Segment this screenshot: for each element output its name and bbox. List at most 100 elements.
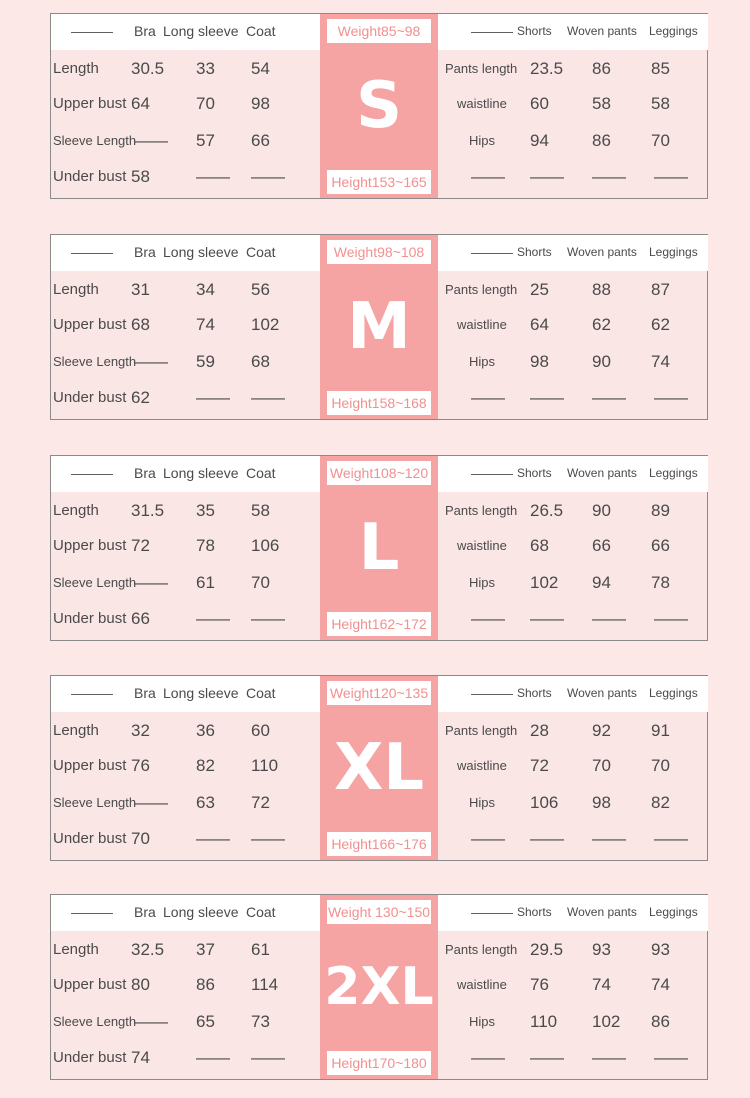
cell-pants-length-1: 86: [592, 59, 611, 78]
cell-hips-1: 94: [592, 573, 611, 592]
cell-last-row-3: ——: [654, 609, 688, 628]
height-range: Height162~172: [327, 612, 431, 636]
cell-length-0: 32: [131, 721, 150, 740]
row-label-length: Length: [53, 941, 99, 958]
cell-hips-2: 78: [651, 573, 670, 592]
cell-hips-1: 90: [592, 352, 611, 371]
cell-waistline-1: 66: [592, 536, 611, 555]
cell-last-row-2: ——: [592, 167, 626, 186]
cell-sleeve-length-1: 63: [196, 793, 215, 812]
row-label-length: Length: [53, 60, 99, 77]
weight-range: Weight120~135: [327, 681, 431, 705]
cell-sleeve-length-2: 66: [251, 131, 270, 150]
cell-sleeve-length-1: 59: [196, 352, 215, 371]
cell-under-bust-0: 66: [131, 609, 150, 628]
cell-last-row-3: ——: [654, 167, 688, 186]
header-long-sleeve: Long sleeve: [163, 23, 239, 39]
weight-range: Weight 130~150: [327, 900, 431, 924]
row-label-under-bust: Under bust: [53, 1049, 127, 1066]
row-label-length: Length: [53, 281, 99, 298]
cell-pants-length-1: 92: [592, 721, 611, 740]
header-bra: Bra: [134, 465, 156, 481]
cell-waistline-0: 72: [530, 756, 549, 775]
header-bra: Bra: [134, 685, 156, 701]
cell-sleeve-length-2: 70: [251, 573, 270, 592]
cell-hips-2: 86: [651, 1012, 670, 1031]
header-leggings: Leggings: [649, 245, 698, 259]
size-center-column: Weight98~108 M Height158~168: [320, 235, 438, 419]
cell-pants-length-1: 88: [592, 280, 611, 299]
cell-under-bust-2: ——: [251, 388, 285, 407]
header-shorts: Shorts: [517, 905, 552, 919]
cell-upper-bust-0: 64: [131, 94, 150, 113]
cell-sleeve-length-2: 68: [251, 352, 270, 371]
cell-upper-bust-1: 78: [196, 536, 215, 555]
weight-range: Weight108~120: [327, 461, 431, 485]
cell-last-row-3: ——: [654, 388, 688, 407]
header-left-blank: ———: [71, 685, 113, 701]
header-coat: Coat: [246, 244, 276, 260]
cell-last-row-2: ——: [592, 829, 626, 848]
cell-pants-length-2: 93: [651, 940, 670, 959]
right-header-bar: [438, 14, 708, 50]
cell-last-row-1: ——: [530, 1048, 564, 1067]
size-card-m: ——— Bra Long sleeve Coat ——— Shorts Woven pant…: [50, 234, 708, 420]
cell-waistline-1: 62: [592, 315, 611, 334]
cell-under-bust-1: ——: [196, 1048, 230, 1067]
cell-pants-length-2: 87: [651, 280, 670, 299]
header-coat: Coat: [246, 23, 276, 39]
header-shorts: Shorts: [517, 686, 552, 700]
height-range: Height166~176: [327, 832, 431, 856]
cell-under-bust-2: ——: [251, 1048, 285, 1067]
row-label-hips: Hips: [469, 354, 496, 369]
cell-sleeve-length-0: ——: [134, 573, 168, 592]
header-left-blank: ———: [71, 23, 113, 39]
cell-under-bust-1: ——: [196, 829, 230, 848]
cell-length-1: 34: [196, 280, 215, 299]
cell-waistline-0: 60: [530, 94, 549, 113]
cell-hips-2: 70: [651, 131, 670, 150]
cell-length-1: 36: [196, 721, 215, 740]
cell-hips-2: 82: [651, 793, 670, 812]
cell-length-2: 61: [251, 940, 270, 959]
cell-under-bust-0: 70: [131, 829, 150, 848]
cell-last-row-0: ——: [471, 829, 505, 848]
header-woven-pants: Woven pants: [567, 24, 637, 38]
cell-last-row-1: ——: [530, 167, 564, 186]
row-label-sleeve-length: Sleeve Length: [53, 575, 137, 590]
cell-length-2: 54: [251, 59, 270, 78]
cell-waistline-2: 66: [651, 536, 670, 555]
cell-under-bust-0: 62: [131, 388, 150, 407]
cell-sleeve-length-0: ——: [134, 793, 168, 812]
weight-range: Weight98~108: [327, 240, 431, 264]
cell-pants-length-2: 89: [651, 501, 670, 520]
row-label-upper-bust: Upper bust: [53, 976, 127, 993]
cell-upper-bust-1: 74: [196, 315, 215, 334]
row-label-under-bust: Under bust: [53, 610, 127, 627]
cell-upper-bust-2: 110: [251, 756, 279, 775]
row-label-pants-length: Pants length: [445, 61, 518, 76]
row-label-upper-bust: Upper bust: [53, 757, 127, 774]
cell-under-bust-1: ——: [196, 609, 230, 628]
cell-last-row-1: ——: [530, 609, 564, 628]
header-woven-pants: Woven pants: [567, 686, 637, 700]
size-center-column: Weight 130~150 2XL Height170~180: [320, 895, 438, 1079]
row-label-length: Length: [53, 722, 99, 739]
row-label-sleeve-length: Sleeve Length: [53, 795, 137, 810]
left-header-bar: [51, 14, 320, 50]
cell-last-row-2: ——: [592, 1048, 626, 1067]
cell-length-1: 35: [196, 501, 215, 520]
header-bra: Bra: [134, 23, 156, 39]
header-right-blank: ———: [471, 465, 513, 481]
cell-hips-2: 74: [651, 352, 670, 371]
right-header-bar: [438, 456, 708, 492]
right-header-bar: [438, 676, 708, 712]
cell-waistline-2: 70: [651, 756, 670, 775]
size-card-xl: ——— Bra Long sleeve Coat ——— Shorts Woven pant…: [50, 675, 708, 861]
row-label-hips: Hips: [469, 1014, 496, 1029]
header-leggings: Leggings: [649, 466, 698, 480]
cell-under-bust-0: 58: [131, 167, 150, 186]
cell-length-0: 31.5: [131, 501, 165, 520]
row-label-pants-length: Pants length: [445, 282, 518, 297]
header-woven-pants: Woven pants: [567, 245, 637, 259]
